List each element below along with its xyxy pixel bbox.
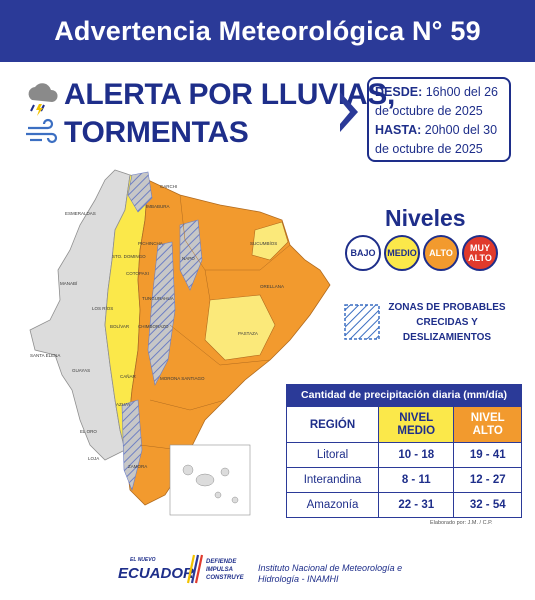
province-labels: ESMERALDAS CARCHI IMBABURA SUCUMBÍOS PIC… <box>30 184 284 469</box>
medio-zone-sucumbios <box>251 221 289 261</box>
alert-title-line2: TORMENTAS <box>64 116 249 149</box>
level-medio: MEDIO <box>384 235 420 271</box>
legend-levels: BAJO MEDIO ALTO MUY ALTO <box>345 235 498 271</box>
svg-text:PICHINCHA: PICHINCHA <box>138 241 163 246</box>
svg-text:CONSTRUYE: CONSTRUYE <box>206 575 245 581</box>
landslide-zone-central <box>147 241 176 386</box>
svg-text:ORELLANA: ORELLANA <box>260 284 284 289</box>
svg-text:CARCHI: CARCHI <box>160 184 177 189</box>
col-nivel-alto: NIVEL ALTO <box>453 406 522 443</box>
alert-icons <box>26 83 58 144</box>
col-region: REGIÓN <box>286 406 379 443</box>
level-alto: ALTO <box>423 235 459 271</box>
svg-text:ZAMORA: ZAMORA <box>128 464 147 469</box>
page-title: Advertencia Meteorológica N° 59 <box>54 15 481 46</box>
precip-table: Cantidad de precipitación diaria (mm/día… <box>286 384 522 518</box>
precip-table-title: Cantidad de precipitación diaria (mm/día… <box>286 384 522 406</box>
landslide-zone-andes <box>179 219 203 291</box>
svg-text:ESMERALDAS: ESMERALDAS <box>65 211 96 216</box>
landslide-zone-south <box>121 399 143 491</box>
chevron-right-icon <box>340 92 358 132</box>
svg-text:NAPO: NAPO <box>182 256 195 261</box>
svg-text:EL NUEVO: EL NUEVO <box>130 557 156 563</box>
zones-label: ZONAS DE PROBABLES CRECIDAS Y DESLIZAMIE… <box>388 302 506 343</box>
level-muy-alto: MUY ALTO <box>462 235 498 271</box>
medio-zone-pastaza <box>204 294 276 361</box>
svg-text:TUNGURAHUA: TUNGURAHUA <box>142 296 174 301</box>
hatch-zone-icon <box>344 304 380 340</box>
svg-text:CAÑAR: CAÑAR <box>120 373 137 379</box>
svg-text:PASTAZA: PASTAZA <box>238 331 258 336</box>
svg-text:AZUAY: AZUAY <box>116 402 131 407</box>
alert-title-line1: ALERTA POR LLUVIAS, <box>64 78 395 111</box>
svg-text:IMPULSA: IMPULSA <box>206 567 233 573</box>
svg-text:ECUADOR: ECUADOR <box>118 565 194 582</box>
table-row: Interandina 8 - 11 12 - 27 <box>286 467 522 493</box>
svg-text:MORONA SANTIAGO: MORONA SANTIAGO <box>160 376 205 381</box>
level-bajo: BAJO <box>345 235 381 271</box>
svg-text:MANABÍ: MANABÍ <box>60 280 78 286</box>
legend-title: Niveles <box>385 205 466 231</box>
svg-text:SUCUMBÍOS: SUCUMBÍOS <box>250 240 277 246</box>
svg-text:GUAYAS: GUAYAS <box>72 368 90 373</box>
table-row: Litoral 10 - 18 19 - 41 <box>286 442 522 468</box>
svg-text:DEFIENDE: DEFIENDE <box>206 559 237 565</box>
svg-text:BOLÍVAR: BOLÍVAR <box>110 323 130 329</box>
institute-name: Instituto Nacional de Meteorología e Hid… <box>258 563 403 584</box>
svg-text:LOS RÍOS: LOS RÍOS <box>92 305 113 311</box>
table-row: Amazonía 22 - 31 32 - 54 <box>286 492 522 518</box>
galapagos-inset <box>169 444 251 516</box>
header-banner: Advertencia Meteorológica N° 59 <box>0 0 535 62</box>
landslide-zone-north <box>127 171 153 213</box>
validity-box: DESDE: 16h00 del 26 de octubre de 2025 H… <box>367 77 511 162</box>
svg-text:COTOPAXI: COTOPAXI <box>126 271 149 276</box>
col-nivel-medio: NIVEL MEDIO <box>377 406 455 443</box>
svg-text:STO. DOMINGO: STO. DOMINGO <box>112 254 146 259</box>
svg-text:LOJA: LOJA <box>88 456 99 461</box>
svg-text:IMBABURA: IMBABURA <box>146 204 170 209</box>
svg-text:EL ORO: EL ORO <box>80 429 97 434</box>
ecuador-alert-map: ESMERALDAS CARCHI IMBABURA SUCUMBÍOS PIC… <box>29 169 331 516</box>
rain-storm-icon <box>28 83 58 116</box>
el-nuevo-ecuador-logo: EL NUEVO ECUADOR DEFIENDE IMPULSA CONSTR… <box>118 554 245 584</box>
province-borders <box>139 194 291 451</box>
svg-text:CHIMBORAZO: CHIMBORAZO <box>138 324 169 329</box>
credit-text: Elaborado por: J.M. / C.P. <box>430 520 493 526</box>
svg-text:SANTA ELENA: SANTA ELENA <box>30 353 60 358</box>
wind-icon <box>26 118 58 144</box>
